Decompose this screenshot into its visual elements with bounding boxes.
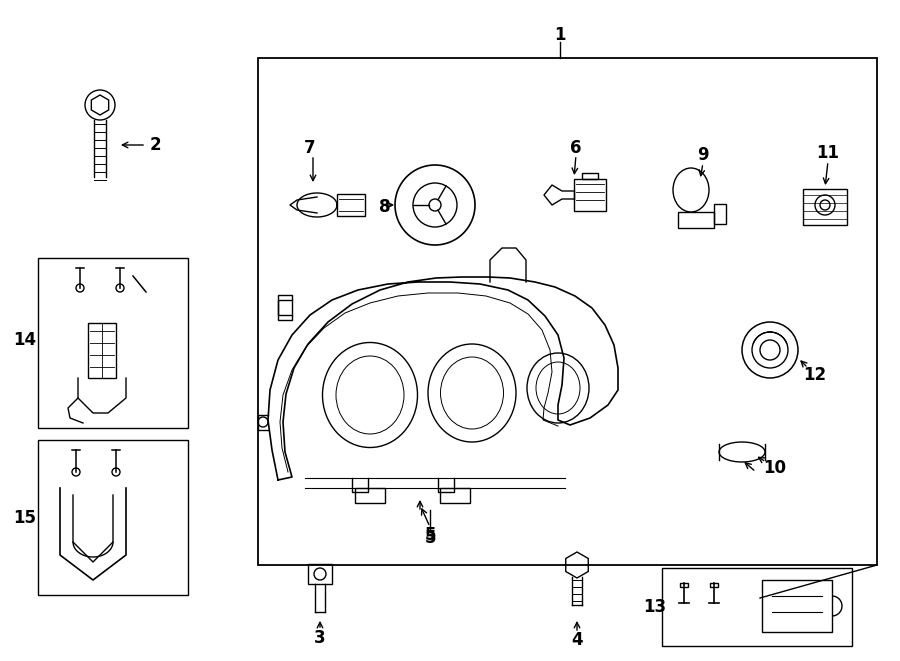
Text: 12: 12: [804, 366, 826, 384]
Bar: [710, 583, 718, 587]
Text: 10: 10: [763, 459, 787, 477]
Bar: [574, 179, 606, 211]
Bar: [582, 173, 598, 179]
Bar: [308, 564, 332, 584]
Text: 7: 7: [304, 139, 316, 157]
Text: 8: 8: [379, 198, 391, 216]
Text: 11: 11: [816, 144, 840, 162]
Bar: [714, 204, 726, 224]
Bar: [678, 212, 714, 228]
Text: 14: 14: [14, 331, 37, 349]
Bar: [440, 488, 470, 503]
Bar: [38, 258, 188, 428]
Bar: [337, 194, 365, 216]
Text: 2: 2: [149, 136, 161, 154]
Text: 3: 3: [314, 629, 326, 647]
Bar: [762, 580, 832, 632]
Bar: [278, 295, 292, 320]
Text: 1: 1: [554, 26, 566, 44]
Text: 6: 6: [571, 139, 581, 157]
Bar: [803, 189, 847, 225]
Bar: [662, 568, 852, 646]
Bar: [38, 440, 188, 595]
Text: 13: 13: [644, 598, 667, 616]
Bar: [355, 488, 385, 503]
Bar: [88, 323, 116, 378]
Bar: [258, 58, 877, 565]
Bar: [680, 583, 688, 587]
Text: 5: 5: [424, 526, 436, 544]
Text: 9: 9: [698, 146, 709, 164]
Text: 15: 15: [14, 509, 37, 527]
Text: 4: 4: [572, 631, 583, 649]
Text: 5: 5: [424, 529, 436, 547]
